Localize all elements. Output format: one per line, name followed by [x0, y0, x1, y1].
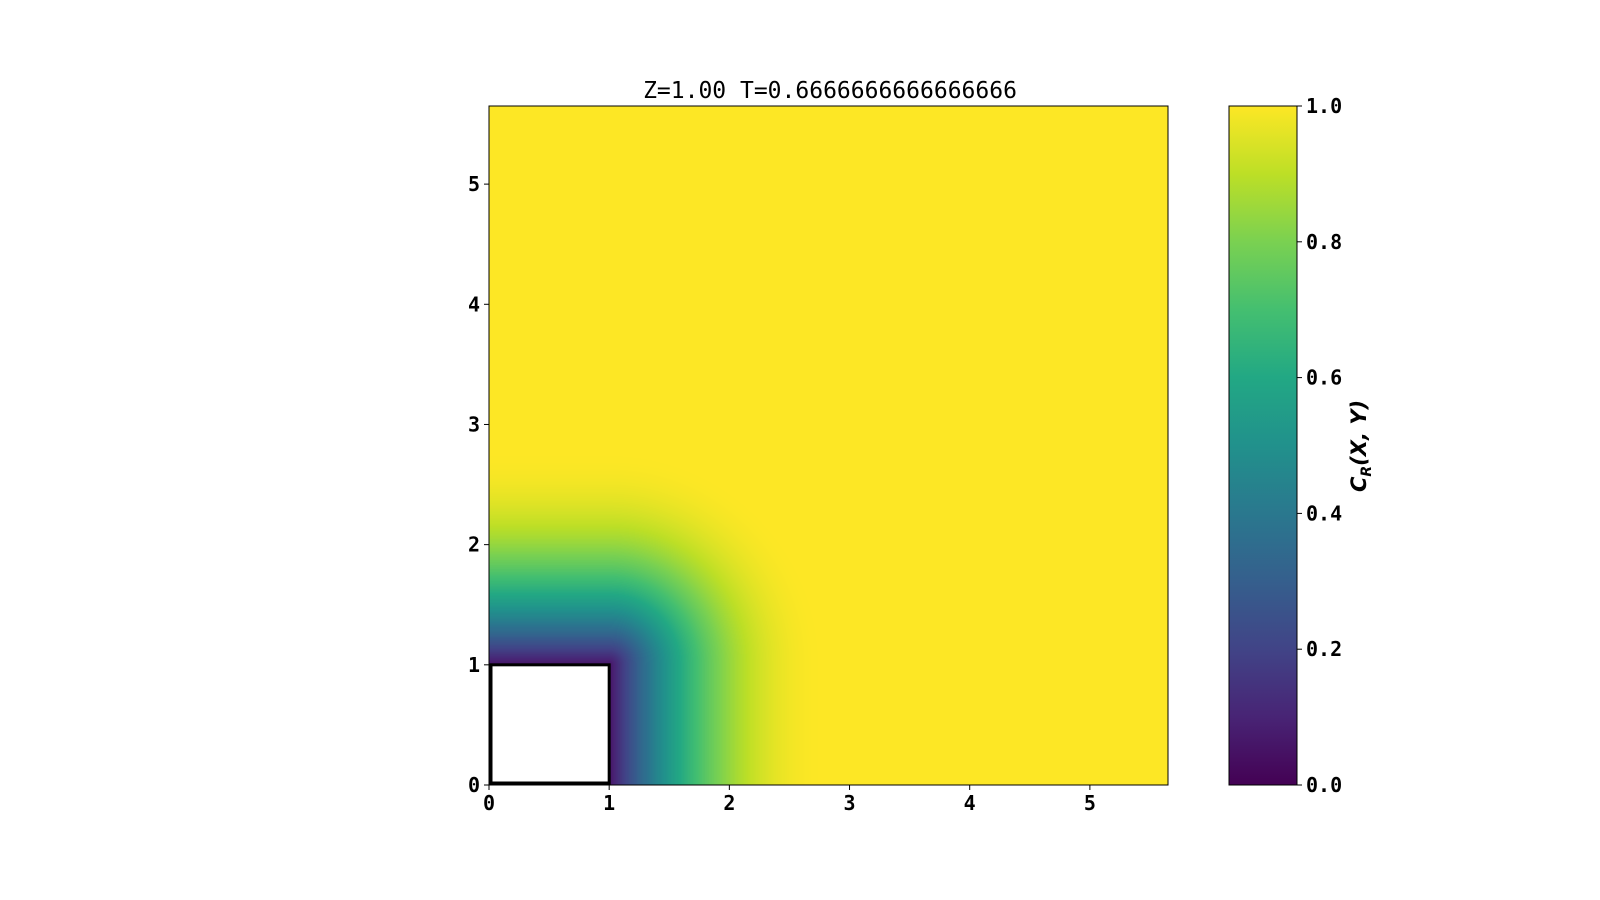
x-tick-label: 2	[723, 791, 735, 815]
y-tick-label: 4	[468, 292, 480, 316]
y-tick-label: 2	[468, 533, 480, 557]
y-tick-label: 3	[468, 412, 480, 436]
y-axis-ticks: 0 1 2 3 4 5	[468, 172, 489, 797]
x-tick-label: 1	[603, 791, 615, 815]
colorbar-tick-label: 0.0	[1306, 773, 1342, 797]
colorbar-tick-label: 1.0	[1306, 94, 1342, 118]
plot-frame	[488, 105, 1169, 786]
colorbar-tick-label: 0.6	[1306, 366, 1342, 390]
x-tick-label: 3	[844, 791, 856, 815]
obstacle-square	[489, 663, 611, 785]
colorbar-ticks: 0.0 0.2 0.4 0.6 0.8 1.0	[1297, 94, 1342, 797]
colorbar: 0.0 0.2 0.4 0.6 0.8 1.0 CR(X, Y)	[1228, 94, 1375, 797]
x-tick-label: 4	[964, 791, 976, 815]
x-tick-label: 5	[1084, 791, 1096, 815]
y-tick-label: 5	[468, 172, 480, 196]
chart-title: Z=1.00 T=0.6666666666666666	[643, 78, 1017, 104]
colorbar-label: CR(X, Y)	[1347, 400, 1375, 492]
y-tick-label: 0	[468, 773, 480, 797]
colorbar-gradient	[1228, 105, 1298, 786]
plot-area: 0 1 2 3 4 5 0 1 2 3 4 5	[468, 105, 1169, 815]
colorbar-tick-label: 0.2	[1306, 637, 1342, 661]
x-tick-label: 0	[483, 791, 495, 815]
colorbar-tick-label: 0.8	[1306, 230, 1342, 254]
y-tick-label: 1	[468, 653, 480, 677]
colorbar-tick-label: 0.4	[1306, 501, 1342, 525]
x-axis-ticks: 0 1 2 3 4 5	[483, 785, 1096, 815]
